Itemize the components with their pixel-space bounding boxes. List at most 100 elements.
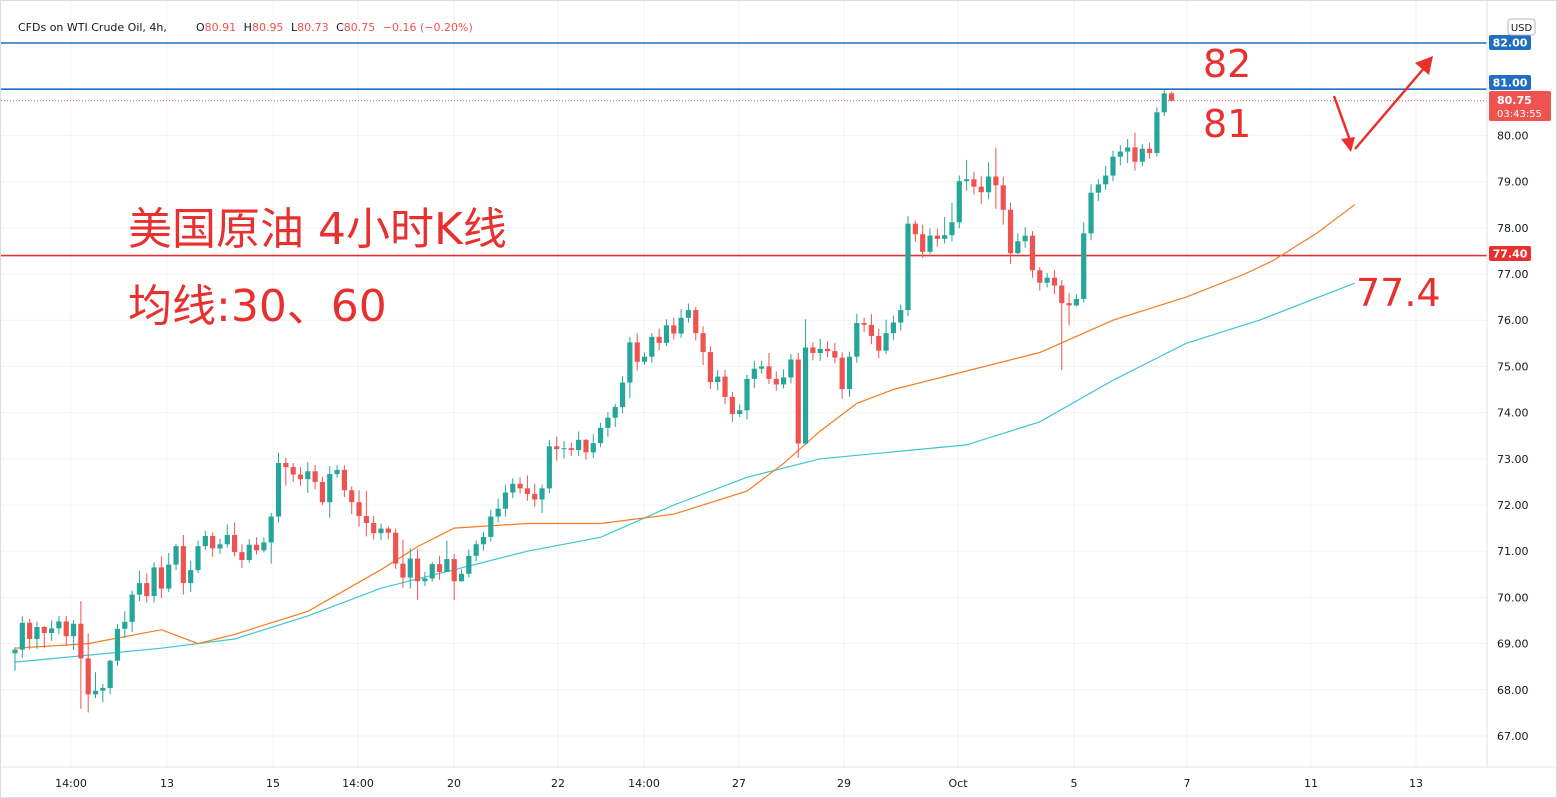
candle-body <box>305 471 311 480</box>
annotation-ma-periods: 均线:30、60 <box>128 281 387 332</box>
candle-down <box>1000 176 1006 225</box>
candle-down <box>41 626 47 649</box>
candle-up <box>539 484 545 513</box>
candle-up <box>1022 227 1028 248</box>
candle-body <box>1132 147 1138 162</box>
candle-up <box>49 620 55 641</box>
candle-body <box>210 535 216 549</box>
candle-down <box>1132 132 1138 171</box>
price-tag-82-text: 82.00 <box>1493 37 1528 50</box>
candles <box>12 90 1175 713</box>
candle-body <box>393 532 399 564</box>
candle-up <box>890 315 896 341</box>
candle-up <box>202 530 208 550</box>
candle-body <box>817 348 823 354</box>
candle-down <box>27 619 33 650</box>
price-tick-label: 75.00 <box>1497 360 1529 373</box>
candle-up <box>854 313 860 363</box>
down-arrow-head <box>1341 137 1355 152</box>
candle-down <box>356 490 362 527</box>
candle-body <box>839 357 845 390</box>
time-axis[interactable]: 14:00 13 15 14:00 20 22 14:00 27 29 Oct 5 7 11 13 <box>55 777 1423 790</box>
candle-down <box>568 442 574 457</box>
open-label: O <box>196 21 205 34</box>
candle-up <box>444 540 450 572</box>
candle-body <box>166 564 172 589</box>
candle-down <box>773 371 779 391</box>
candle-body <box>693 310 699 334</box>
candle-body <box>634 342 640 362</box>
candle-down <box>385 526 391 540</box>
candle-body <box>415 558 421 582</box>
candle-down <box>1051 270 1058 295</box>
candle-up <box>70 620 77 651</box>
symbol-title[interactable]: CFDs on WTI Crude Oil, 4h, <box>18 21 167 34</box>
candle-body <box>927 235 933 252</box>
candle-body <box>1168 93 1175 101</box>
candle-body <box>488 516 494 537</box>
candle-body <box>202 535 208 547</box>
candle-up <box>1081 222 1087 303</box>
candle-body <box>114 628 121 661</box>
svg-text:CFDs on WTI Crude Oil, 4h,: CFDs on WTI Crude Oil, 4h, <box>18 21 167 34</box>
candle-down <box>1059 280 1065 371</box>
candle-up <box>195 540 201 573</box>
candle-body <box>934 235 940 239</box>
candle-body <box>349 490 355 503</box>
price-tick-label: 68.00 <box>1497 684 1529 697</box>
candle-up <box>715 370 721 391</box>
candle-down <box>180 535 186 595</box>
candle-body <box>883 333 889 351</box>
price-tick-label: 80.00 <box>1497 129 1529 142</box>
price-tick-label: 73.00 <box>1497 453 1529 466</box>
candle-body <box>312 471 318 482</box>
candle-down <box>810 342 816 361</box>
candle-body <box>70 623 77 637</box>
candle-down <box>583 438 589 460</box>
candle-body <box>63 621 69 637</box>
candle-down <box>707 346 713 390</box>
candle-body <box>371 523 377 534</box>
candle-body <box>1044 277 1050 283</box>
candle-body <box>781 377 787 385</box>
candle-body <box>458 573 465 582</box>
candle-body <box>100 687 106 691</box>
candle-up <box>378 523 384 541</box>
time-tick-label: 27 <box>732 777 746 790</box>
ma30-line <box>14 204 1355 649</box>
candle-body <box>590 443 596 453</box>
candle-body <box>107 660 113 688</box>
candle-body <box>451 559 457 582</box>
candle-down <box>1007 202 1014 264</box>
candle-body <box>158 567 164 589</box>
candle-down <box>239 544 245 568</box>
candle-body <box>385 528 391 533</box>
candle-body <box>751 368 757 379</box>
candle-body <box>253 544 260 551</box>
candle-down <box>341 465 347 498</box>
candle-down <box>795 353 801 458</box>
candle-body <box>576 439 582 451</box>
candle-down <box>1029 231 1036 278</box>
candle-body <box>788 359 794 378</box>
candle-up <box>546 439 552 494</box>
annotation-title: 美国原油 4小时K线 <box>128 204 507 255</box>
candle-body <box>546 446 552 489</box>
candle-down <box>634 333 640 371</box>
candle-up <box>1044 273 1050 288</box>
candle-up <box>685 303 692 323</box>
candle-down <box>297 467 304 486</box>
candle-up <box>561 441 567 459</box>
candle-body <box>722 376 728 397</box>
candle-up <box>466 549 472 578</box>
candle-up <box>56 615 62 635</box>
candle-up <box>1103 165 1109 190</box>
currency-button[interactable]: USD <box>1507 18 1536 36</box>
candle-body <box>1154 112 1160 153</box>
level-lines <box>1 42 1487 257</box>
price-axis[interactable]: 67.00 68.00 69.00 70.00 71.00 72.00 73.00 74.00… <box>1497 129 1529 743</box>
candle-body <box>795 359 801 444</box>
candle-down <box>363 491 369 537</box>
candle-up <box>641 352 648 365</box>
